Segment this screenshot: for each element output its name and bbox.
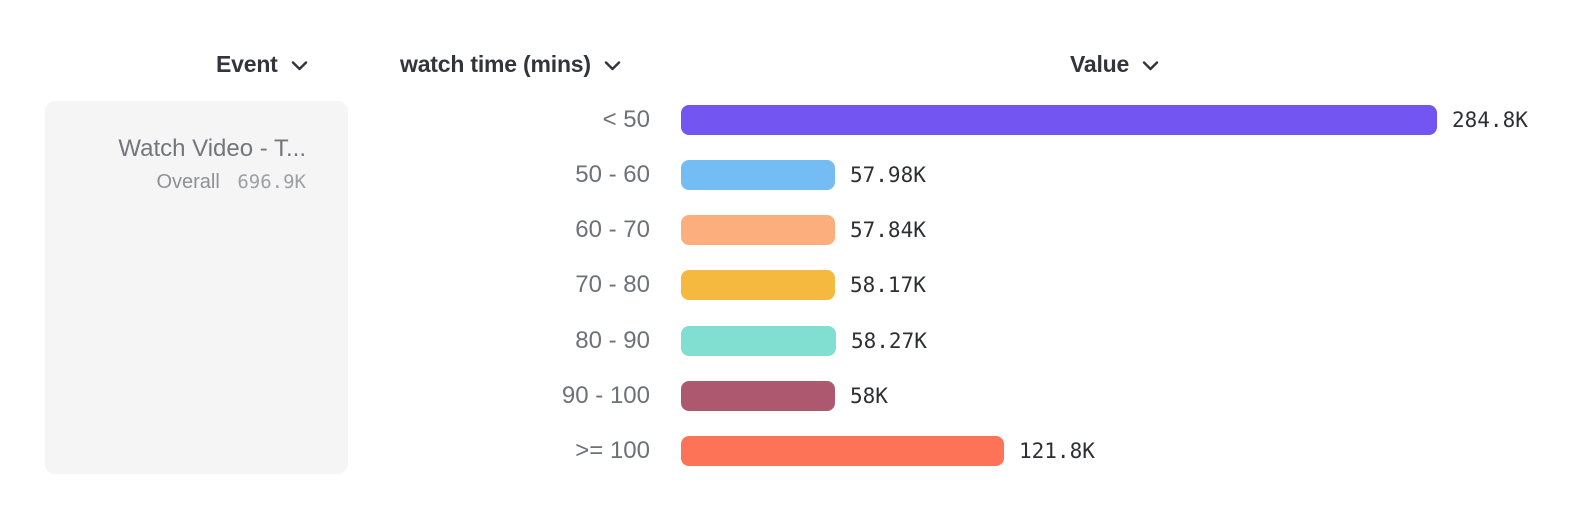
bar-value: 58.27K — [851, 329, 927, 353]
bar-value: 57.98K — [850, 163, 926, 187]
bar-value: 284.8K — [1452, 108, 1528, 132]
bar-segment[interactable] — [681, 160, 835, 190]
bar-segment[interactable] — [681, 215, 835, 245]
bar-segment[interactable] — [681, 105, 1437, 135]
value-column-label: Value — [1070, 50, 1130, 77]
bucket-label: 90 - 100 — [561, 382, 650, 409]
event-title: Watch Video - T... — [118, 135, 306, 162]
bar-value: 58.17K — [850, 273, 926, 297]
bar-segment[interactable] — [681, 270, 835, 300]
bucket-label: >= 100 — [575, 437, 650, 464]
bucket-label: 80 - 90 — [575, 327, 650, 354]
bucket-label: < 50 — [602, 106, 650, 133]
bar-row: 90 - 100 58K — [0, 381, 1592, 411]
overall-value: 696.9K — [237, 171, 306, 193]
bar-segment[interactable] — [681, 381, 835, 411]
event-column-label: Event — [216, 50, 278, 77]
bar-value: 57.84K — [850, 218, 926, 242]
bar-row: < 50 284.8K — [0, 105, 1592, 135]
value-column-header[interactable]: Value — [1070, 49, 1159, 79]
chevron-down-icon — [291, 58, 308, 71]
bar-row: 60 - 70 57.84K — [0, 215, 1592, 245]
breakdown-column-label: watch time (mins) — [400, 50, 591, 77]
breakdown-column-header[interactable]: watch time (mins) — [400, 49, 621, 79]
event-card[interactable]: Watch Video - T... Overall 696.9K — [45, 101, 348, 474]
bucket-label: 60 - 70 — [575, 216, 650, 243]
event-overall-row: Overall 696.9K — [65, 170, 306, 194]
bar-value: 121.8K — [1019, 439, 1095, 463]
chevron-down-icon — [1142, 58, 1159, 71]
bar-segment[interactable] — [681, 436, 1004, 466]
bucket-label: 50 - 60 — [575, 161, 650, 188]
bar-row: 70 - 80 58.17K — [0, 270, 1592, 300]
bucket-label: 70 - 80 — [575, 271, 650, 298]
bar-segment[interactable] — [681, 326, 836, 356]
overall-label: Overall — [156, 171, 220, 193]
chevron-down-icon — [604, 58, 621, 71]
bar-row: 80 - 90 58.27K — [0, 326, 1592, 356]
bar-value: 58K — [850, 384, 888, 408]
bar-row: 50 - 60 57.98K — [0, 160, 1592, 190]
bar-row: >= 100 121.8K — [0, 436, 1592, 466]
event-column-header[interactable]: Event — [216, 49, 308, 79]
